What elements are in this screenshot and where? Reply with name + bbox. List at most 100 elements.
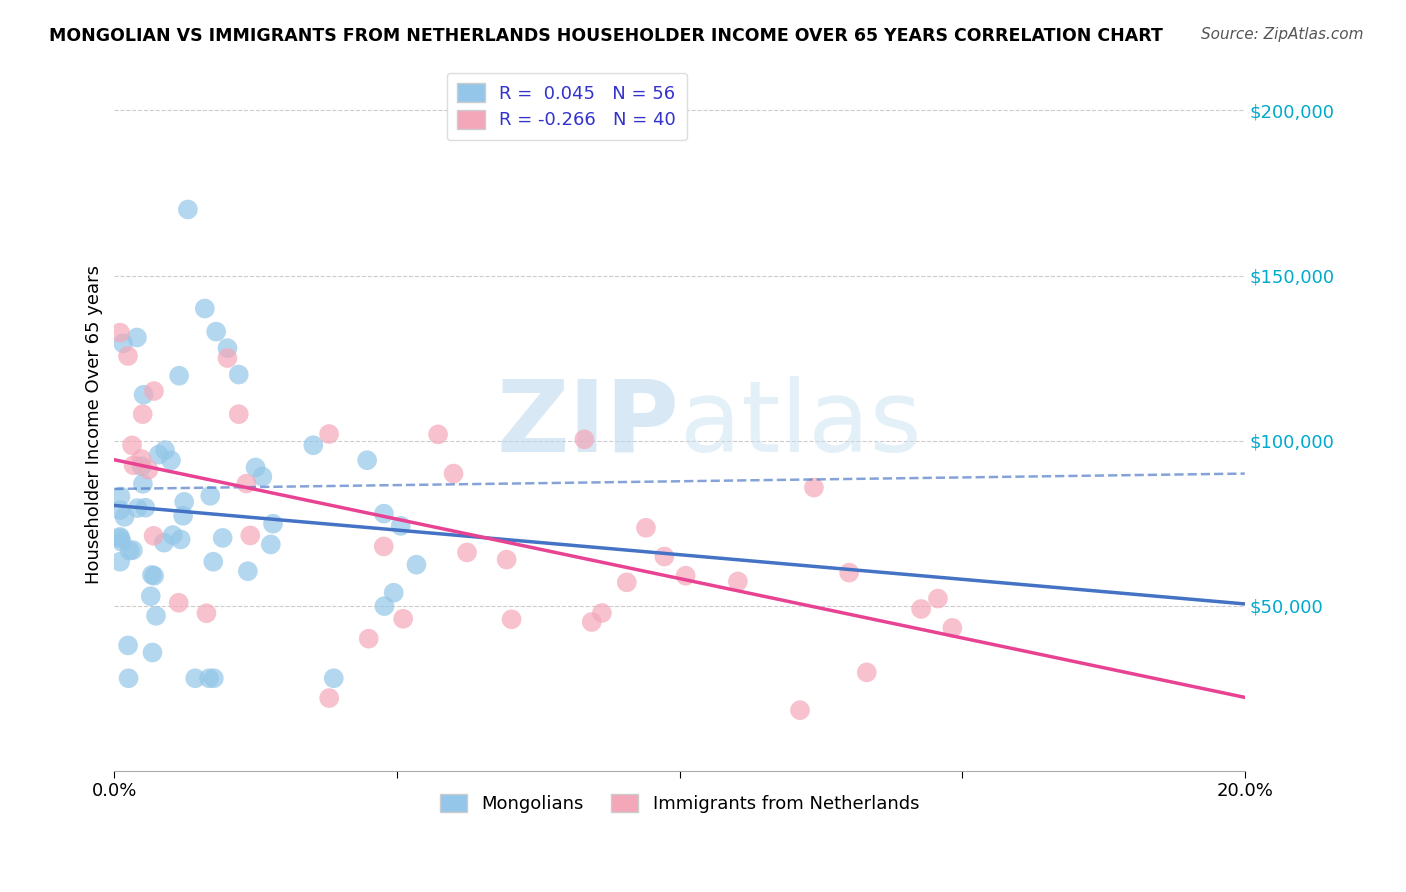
Point <box>143 384 166 398</box>
Point <box>357 632 380 646</box>
Point <box>112 336 135 351</box>
Text: atlas: atlas <box>679 376 921 473</box>
Point <box>142 529 165 543</box>
Point <box>405 558 427 572</box>
Point <box>373 507 395 521</box>
Point <box>198 671 221 685</box>
Point <box>838 566 860 580</box>
Point <box>302 438 325 452</box>
Legend: Mongolians, Immigrants from Netherlands: Mongolians, Immigrants from Netherlands <box>429 783 929 824</box>
Point <box>131 459 153 474</box>
Point <box>117 349 139 363</box>
Y-axis label: Householder Income Over 65 years: Householder Income Over 65 years <box>86 265 103 583</box>
Point <box>134 500 156 515</box>
Point <box>167 596 190 610</box>
Point <box>138 463 160 477</box>
Point <box>855 665 877 680</box>
Point <box>177 202 200 217</box>
Point <box>427 427 450 442</box>
Point <box>634 521 657 535</box>
Point <box>127 501 149 516</box>
Point <box>789 703 811 717</box>
Point <box>122 543 145 558</box>
Point <box>121 438 143 452</box>
Point <box>260 537 283 551</box>
Point <box>194 301 217 316</box>
Point <box>373 599 395 614</box>
Point <box>927 591 949 606</box>
Text: ZIP: ZIP <box>496 376 679 473</box>
Point <box>910 602 932 616</box>
Point <box>148 448 170 462</box>
Point <box>141 568 163 582</box>
Point <box>108 530 131 544</box>
Point <box>228 407 250 421</box>
Point <box>205 325 228 339</box>
Point <box>382 586 405 600</box>
Point <box>122 458 145 473</box>
Point <box>239 528 262 542</box>
Point <box>941 621 963 635</box>
Point <box>117 639 139 653</box>
Point <box>211 531 233 545</box>
Point <box>131 407 153 421</box>
Point <box>169 533 191 547</box>
Point <box>803 481 825 495</box>
Point <box>153 535 176 549</box>
Point <box>145 608 167 623</box>
Point <box>228 368 250 382</box>
Point <box>675 568 697 582</box>
Point <box>117 671 139 685</box>
Point <box>108 555 131 569</box>
Point <box>501 612 523 626</box>
Point <box>139 589 162 603</box>
Point <box>262 516 284 531</box>
Point <box>141 646 163 660</box>
Point <box>236 564 259 578</box>
Point <box>162 528 184 542</box>
Point <box>389 519 412 533</box>
Point <box>132 388 155 402</box>
Point <box>591 606 613 620</box>
Point <box>202 555 225 569</box>
Point <box>108 531 131 545</box>
Point <box>184 671 207 685</box>
Point <box>172 508 194 523</box>
Point <box>235 476 257 491</box>
Point <box>392 612 415 626</box>
Point <box>143 568 166 582</box>
Point <box>654 549 676 564</box>
Point <box>616 575 638 590</box>
Point <box>110 490 132 504</box>
Point <box>108 326 131 340</box>
Point <box>322 671 344 685</box>
Point <box>495 552 517 566</box>
Point <box>108 503 131 517</box>
Point <box>456 545 478 559</box>
Point <box>173 495 195 509</box>
Point <box>217 351 239 365</box>
Point <box>356 453 378 467</box>
Point <box>167 368 190 383</box>
Point <box>574 433 596 447</box>
Text: Source: ZipAtlas.com: Source: ZipAtlas.com <box>1201 27 1364 42</box>
Point <box>160 453 183 467</box>
Point <box>252 469 274 483</box>
Point <box>202 671 225 685</box>
Point <box>581 615 603 629</box>
Point <box>132 476 155 491</box>
Point <box>443 467 465 481</box>
Point <box>114 509 136 524</box>
Point <box>245 460 267 475</box>
Point <box>111 535 134 549</box>
Point <box>318 691 340 706</box>
Point <box>200 489 222 503</box>
Point <box>118 543 141 558</box>
Point <box>131 452 153 467</box>
Point <box>153 443 176 458</box>
Text: MONGOLIAN VS IMMIGRANTS FROM NETHERLANDS HOUSEHOLDER INCOME OVER 65 YEARS CORREL: MONGOLIAN VS IMMIGRANTS FROM NETHERLANDS… <box>49 27 1163 45</box>
Point <box>318 427 340 442</box>
Point <box>217 341 239 355</box>
Point <box>373 540 395 554</box>
Point <box>727 574 749 589</box>
